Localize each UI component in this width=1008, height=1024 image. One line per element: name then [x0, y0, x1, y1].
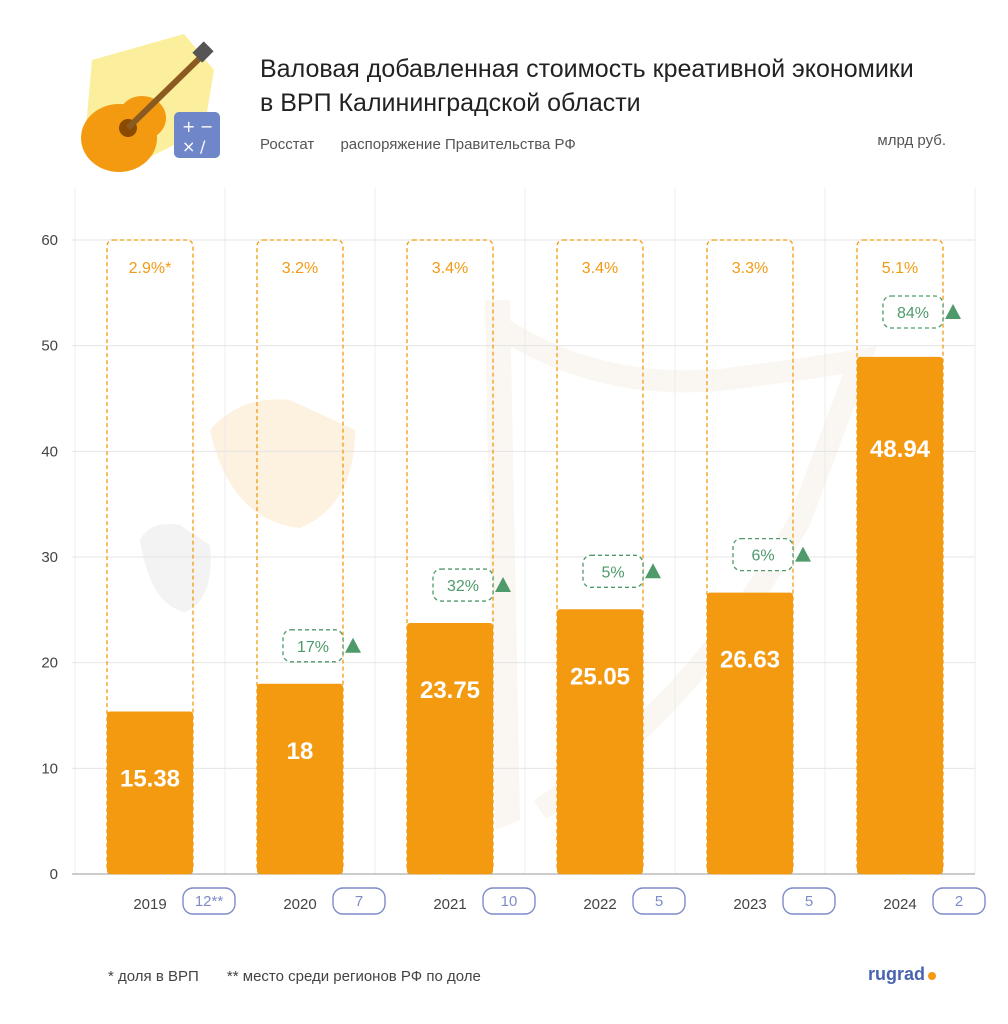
- rank-pill: [182, 887, 236, 915]
- growth-up-arrow-icon: [795, 546, 811, 562]
- rank-pill: [782, 887, 836, 915]
- bar-value-label: 18: [287, 738, 314, 765]
- growth-badge: [882, 295, 944, 329]
- bar: [257, 683, 343, 874]
- rugrad-logo: rugrad: [868, 964, 937, 985]
- svg-text:−: −: [200, 117, 213, 136]
- growth-badge: [432, 568, 494, 602]
- share-label: 5.1%: [882, 260, 918, 277]
- rank-label: 2: [955, 893, 963, 910]
- footnote-share: * доля в ВРП: [108, 968, 199, 985]
- y-tick-label: 40: [41, 443, 58, 460]
- y-tick-label: 60: [41, 232, 58, 249]
- growth-up-arrow-icon: [945, 304, 961, 319]
- svg-text:×: ×: [182, 137, 195, 156]
- x-tick-label: 2022: [583, 896, 616, 913]
- rank-label: 12**: [195, 893, 224, 910]
- growth-label: 84%: [897, 305, 929, 322]
- logo-dot: [928, 972, 937, 980]
- bar-value-label: 48.94: [870, 436, 931, 463]
- unit-label: млрд руб.: [877, 132, 946, 149]
- rank-label: 10: [501, 893, 518, 910]
- svg-text:/: /: [200, 137, 206, 156]
- x-tick-label: 2021: [433, 896, 466, 913]
- x-tick-label: 2023: [733, 896, 766, 913]
- growth-label: 32%: [447, 578, 479, 595]
- growth-badge: [732, 537, 794, 572]
- bar: [707, 592, 793, 874]
- share-label: 3.4%: [432, 260, 468, 277]
- harp-icon: [485, 300, 877, 830]
- growth-up-arrow-icon: [645, 563, 661, 579]
- rank-label: 5: [655, 893, 663, 910]
- theatre-masks-icon: [140, 399, 355, 612]
- x-tick-label: 2020: [283, 896, 316, 913]
- source-rosstat: Росстат: [260, 136, 315, 153]
- x-tick-label: 2019: [133, 896, 166, 913]
- rank-pill: [932, 887, 986, 915]
- rank-label: 7: [355, 893, 363, 910]
- guitar-icon: [81, 34, 214, 172]
- share-label: 3.4%: [582, 260, 618, 277]
- growth-badge: [282, 629, 344, 663]
- share-label: 2.9%*: [129, 260, 172, 277]
- source-government: распоряжение Правительства РФ: [340, 136, 576, 153]
- bar-value-label: 15.38: [120, 765, 180, 792]
- background-decoration: [140, 300, 877, 830]
- footnote: * доля в ВРП ** место среди регионов РФ …: [108, 968, 505, 985]
- y-tick-label: 20: [41, 655, 58, 672]
- y-tick-label: 50: [41, 338, 58, 355]
- header-illustration: + − × /: [64, 30, 234, 185]
- y-tick-label: 10: [41, 760, 58, 777]
- rank-pill: [482, 887, 536, 915]
- bar-value-label: 25.05: [570, 663, 630, 690]
- chart-title: Валовая добавленная стоимость креативной…: [260, 52, 960, 120]
- bar: [557, 609, 643, 874]
- calculator-icon: + − × /: [174, 112, 220, 158]
- growth-label: 6%: [751, 548, 774, 565]
- rank-pill: [632, 887, 686, 915]
- growth-badge: [582, 554, 644, 588]
- svg-text:+: +: [182, 117, 195, 136]
- growth-up-arrow-icon: [345, 637, 361, 653]
- bar-value-label: 26.63: [720, 647, 780, 674]
- bar: [407, 623, 493, 874]
- growth-label: 17%: [297, 639, 329, 656]
- chart-grid: 0 10 20 30 40 50 60: [41, 188, 976, 883]
- footnote-rank: ** место среди регионов РФ по доле: [226, 968, 481, 985]
- bar: [857, 356, 943, 875]
- title-line-2: в ВРП Калининградской области: [260, 89, 641, 117]
- rank-label: 5: [805, 893, 813, 910]
- logo-text: rugrad: [868, 964, 926, 984]
- rank-pill: [332, 887, 386, 915]
- bar: [107, 711, 193, 874]
- x-tick-label: 2024: [883, 896, 916, 913]
- growth-up-arrow-icon: [495, 577, 511, 593]
- y-tick-label: 0: [50, 866, 58, 883]
- title-line-1: Валовая добавленная стоимость креативной…: [260, 55, 914, 83]
- sources: Росстат распоряжение Правительства РФ: [260, 136, 598, 153]
- share-label: 3.3%: [732, 260, 768, 277]
- bars: 2.9%* 15.38 2019 12** 3.2% 18 17% 2020 7 3.4% 23.7…: [106, 239, 986, 915]
- growth-label: 5%: [601, 564, 624, 581]
- bar-value-label: 23.75: [420, 677, 480, 704]
- y-tick-label: 30: [41, 549, 58, 566]
- share-label: 3.2%: [282, 260, 318, 277]
